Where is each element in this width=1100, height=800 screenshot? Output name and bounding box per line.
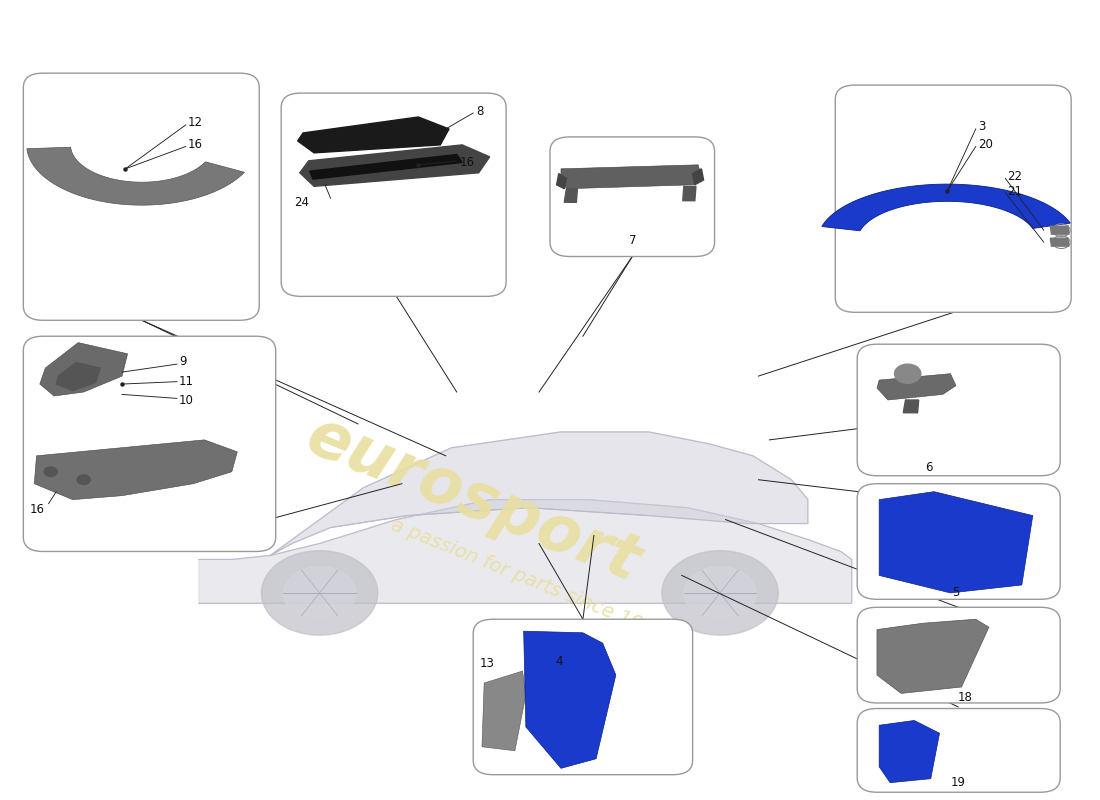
Text: eurosport: eurosport <box>297 405 649 594</box>
Text: 19: 19 <box>950 776 966 789</box>
FancyBboxPatch shape <box>857 607 1060 703</box>
Text: 20: 20 <box>978 138 993 151</box>
Text: 9: 9 <box>179 355 187 368</box>
Text: 7: 7 <box>628 234 636 247</box>
Text: 5: 5 <box>953 586 959 599</box>
Circle shape <box>77 475 90 485</box>
FancyBboxPatch shape <box>857 344 1060 476</box>
Text: 8: 8 <box>476 105 484 118</box>
Text: 21: 21 <box>1008 185 1023 198</box>
Polygon shape <box>1050 238 1069 246</box>
FancyBboxPatch shape <box>857 709 1060 792</box>
Polygon shape <box>271 432 807 555</box>
Text: 16: 16 <box>460 156 475 169</box>
FancyBboxPatch shape <box>473 619 693 774</box>
Text: 6: 6 <box>925 462 933 474</box>
Circle shape <box>894 364 921 383</box>
Polygon shape <box>56 362 100 390</box>
Polygon shape <box>199 500 851 603</box>
Polygon shape <box>683 186 696 201</box>
FancyBboxPatch shape <box>550 137 715 257</box>
Polygon shape <box>561 165 702 189</box>
FancyBboxPatch shape <box>23 336 276 551</box>
Circle shape <box>262 550 377 635</box>
FancyBboxPatch shape <box>835 85 1071 312</box>
Text: 12: 12 <box>188 116 202 129</box>
Circle shape <box>684 566 757 619</box>
Polygon shape <box>482 671 526 750</box>
Circle shape <box>284 566 355 619</box>
Text: 4: 4 <box>556 655 563 668</box>
FancyBboxPatch shape <box>857 484 1060 599</box>
Circle shape <box>662 550 778 635</box>
Text: 16: 16 <box>188 138 202 151</box>
Polygon shape <box>557 174 566 189</box>
Text: a passion for parts since 1985: a passion for parts since 1985 <box>388 515 668 643</box>
Polygon shape <box>903 400 918 413</box>
Polygon shape <box>298 117 449 153</box>
Polygon shape <box>879 721 939 782</box>
FancyBboxPatch shape <box>23 73 260 320</box>
Text: 24: 24 <box>295 196 309 209</box>
Polygon shape <box>693 169 704 185</box>
Text: 13: 13 <box>480 657 495 670</box>
Polygon shape <box>300 145 490 186</box>
Polygon shape <box>564 189 578 202</box>
Text: 10: 10 <box>179 394 194 406</box>
Polygon shape <box>34 440 238 500</box>
Polygon shape <box>310 154 462 179</box>
Polygon shape <box>822 184 1070 231</box>
Text: 11: 11 <box>179 375 194 388</box>
FancyBboxPatch shape <box>282 93 506 296</box>
Text: 3: 3 <box>978 120 986 133</box>
Polygon shape <box>1050 226 1069 234</box>
Text: 18: 18 <box>957 691 972 704</box>
Polygon shape <box>524 631 616 768</box>
Circle shape <box>44 467 57 477</box>
Text: 16: 16 <box>30 502 45 516</box>
Polygon shape <box>26 147 244 205</box>
Polygon shape <box>40 342 128 396</box>
Polygon shape <box>877 374 956 400</box>
Polygon shape <box>877 619 989 694</box>
Text: 22: 22 <box>1008 170 1023 183</box>
Polygon shape <box>879 492 1033 593</box>
